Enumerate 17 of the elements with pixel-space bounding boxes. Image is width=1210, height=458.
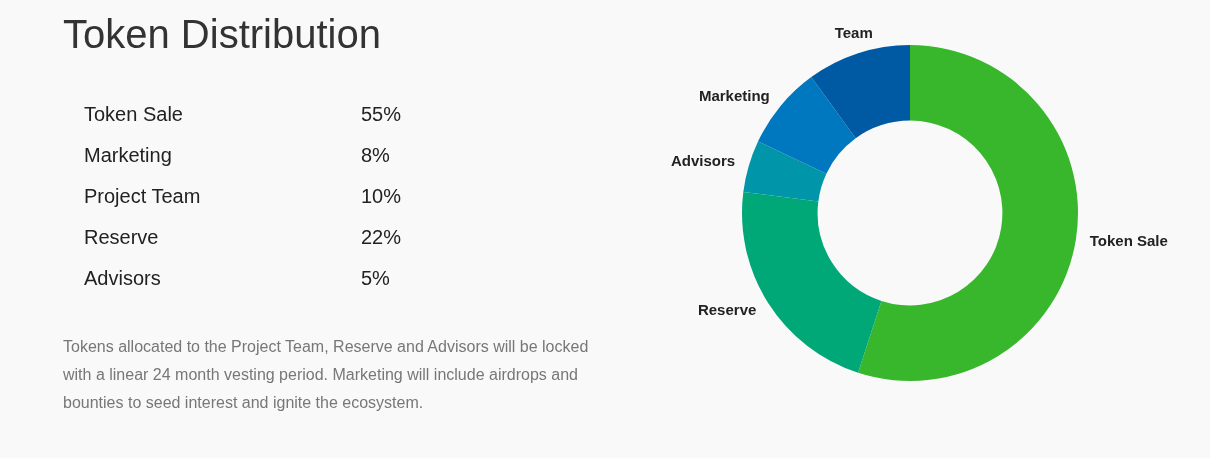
slice-label: Reserve xyxy=(697,300,757,318)
slice-label: Advisors xyxy=(671,152,736,170)
text: 5% xyxy=(361,267,390,289)
category-label: Project Team xyxy=(84,185,202,208)
text: 22% xyxy=(361,226,402,248)
slice-label: Team xyxy=(834,24,873,42)
category-label: Token Sale xyxy=(84,103,184,126)
slice-label: Token Sale xyxy=(1089,231,1168,249)
category-label: Reserve xyxy=(84,226,160,249)
text: Tokens allocated to the Project Team, Reserve and Advisors will be locked with a linear 24 month vesting period. Marketing will include airdrops and bounties to seed interest and ignite the ecosystem. xyxy=(63,337,590,413)
text: 10% xyxy=(361,185,402,207)
text: 55% xyxy=(361,103,402,125)
text: 8% xyxy=(361,144,390,166)
category-label: Marketing xyxy=(84,144,173,167)
text: Token Distribution xyxy=(63,11,382,58)
category-label: Advisors xyxy=(84,267,162,290)
slice-label: Marketing xyxy=(698,87,770,105)
